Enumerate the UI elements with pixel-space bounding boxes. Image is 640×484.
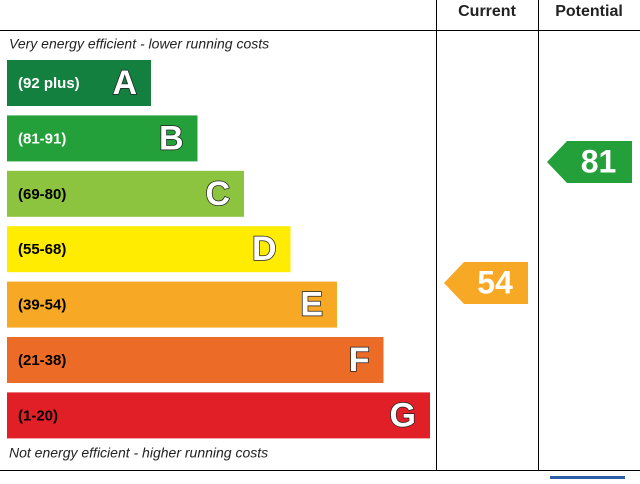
band-range: (81-91) — [18, 130, 66, 147]
band — [7, 170, 244, 217]
scroll-hint — [550, 476, 625, 479]
band-range: (55-68) — [18, 241, 66, 258]
band-range: (39-54) — [18, 297, 66, 314]
current-value: 54 — [477, 264, 513, 300]
current-arrow — [444, 262, 528, 304]
band-range: (1-20) — [18, 407, 58, 424]
band-letter: D — [252, 230, 277, 268]
top-note: Very energy efficient - lower running co… — [9, 36, 269, 52]
band — [7, 226, 291, 273]
band-letter: B — [159, 119, 184, 157]
band — [7, 337, 384, 383]
band-letter: C — [205, 175, 230, 213]
band-letter: F — [349, 341, 370, 379]
potential-header: Potential — [555, 3, 623, 20]
band-letter: G — [390, 396, 416, 434]
current-header: Current — [458, 3, 516, 20]
band — [7, 281, 337, 328]
band-range: (92 plus) — [18, 75, 80, 92]
band-range: (21-38) — [18, 352, 66, 369]
bottom-note: Not energy efficient - higher running co… — [9, 445, 268, 461]
band — [7, 115, 198, 162]
potential-arrow — [547, 141, 632, 183]
band — [7, 60, 151, 106]
potential-value: 81 — [581, 143, 617, 179]
band — [7, 392, 430, 439]
band-letter: E — [300, 286, 323, 324]
band-range: (69-80) — [18, 186, 66, 203]
band-letter: A — [112, 64, 137, 102]
